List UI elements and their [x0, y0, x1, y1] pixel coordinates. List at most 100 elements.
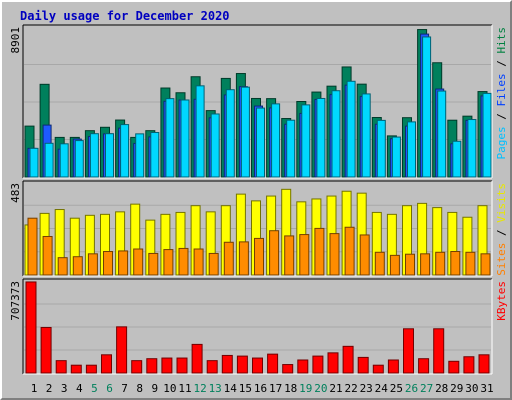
- legend-entry: /: [495, 223, 508, 243]
- bar-sites: [269, 230, 280, 276]
- series-legend: Pages / Files / Hits: [495, 27, 508, 160]
- bar-pages: [120, 124, 130, 178]
- bar-kbytes: [282, 364, 294, 374]
- bar-kbytes: [357, 356, 369, 374]
- bar-pages: [59, 143, 69, 178]
- bar-sites: [254, 237, 264, 276]
- bar-pages: [331, 90, 341, 178]
- x-tick-label: 11: [178, 382, 191, 395]
- bar-pages: [195, 85, 205, 178]
- legend-entry: /: [495, 54, 508, 74]
- bar-sites: [359, 234, 370, 276]
- bar-pages: [135, 133, 145, 178]
- bar-kbytes: [448, 360, 460, 374]
- bar-sites: [193, 248, 204, 276]
- bar-sites: [87, 253, 98, 276]
- bar-pages: [346, 80, 356, 178]
- bar-pages: [482, 92, 492, 178]
- x-tick-label: 30: [465, 382, 478, 395]
- x-tick-label: 24: [375, 382, 389, 395]
- bar-sites: [465, 251, 476, 276]
- bar-pages: [361, 93, 371, 178]
- bar-kbytes: [221, 354, 233, 374]
- bar-kbytes: [327, 352, 339, 374]
- y-max-label: 8901: [9, 27, 22, 54]
- x-tick-label: 19: [299, 382, 312, 395]
- x-tick-label: 13: [209, 382, 222, 395]
- bar-sites: [420, 253, 431, 276]
- x-tick-label: 14: [224, 382, 238, 395]
- bar-pages: [407, 121, 416, 178]
- x-tick-label: 25: [390, 382, 403, 395]
- bar-pages: [29, 147, 39, 178]
- legend-entry: /: [495, 107, 508, 127]
- bar-sites: [223, 241, 234, 276]
- legend-entry: Hits: [495, 27, 508, 54]
- x-tick-label: 9: [151, 382, 158, 395]
- x-tick-label: 2: [46, 382, 53, 395]
- bar-pages: [391, 136, 401, 178]
- bar-pages: [150, 132, 160, 178]
- x-tick-label: 7: [121, 382, 128, 395]
- bar-kbytes: [85, 364, 97, 374]
- bar-sites: [238, 241, 249, 276]
- x-tick-label: 12: [193, 382, 206, 395]
- bar-kbytes: [55, 360, 67, 374]
- x-tick-label: 6: [106, 382, 113, 395]
- y-max-label: 483: [9, 183, 22, 203]
- bar-pages: [225, 89, 235, 178]
- bar-sites: [103, 251, 113, 276]
- bar-kbytes: [116, 326, 128, 374]
- bar-pages: [316, 97, 326, 178]
- y-max-label: 707373: [9, 281, 22, 321]
- x-tick-label: 16: [254, 382, 267, 395]
- x-tick-label: 26: [405, 382, 418, 395]
- bar-kbytes: [297, 359, 309, 374]
- x-tick-label: 5: [91, 382, 98, 395]
- bar-sites: [299, 234, 310, 276]
- bar-pages: [44, 142, 54, 178]
- bar-kbytes: [478, 354, 490, 374]
- bar-kbytes: [312, 355, 324, 374]
- bar-kbytes: [40, 326, 52, 374]
- bar-pages: [437, 90, 447, 178]
- chart-title: Daily usage for December 2020: [20, 9, 230, 23]
- bar-kbytes: [433, 328, 445, 374]
- bar-pages: [165, 98, 175, 178]
- bar-sites: [314, 227, 325, 276]
- x-tick-label: 20: [314, 382, 327, 395]
- bar-sites: [72, 256, 83, 276]
- x-tick-label: 22: [344, 382, 357, 395]
- series-legend: Sites / Visits: [495, 183, 508, 276]
- x-tick-label: 23: [360, 382, 373, 395]
- bar-sites: [163, 249, 174, 276]
- bar-kbytes: [342, 345, 354, 374]
- series-legend: KBytes: [495, 281, 508, 321]
- bar-sites: [435, 251, 446, 276]
- bar-kbytes: [146, 358, 158, 374]
- bar-pages: [422, 36, 432, 178]
- bar-sites: [178, 247, 189, 276]
- bar-sites: [208, 252, 219, 276]
- x-tick-label: 28: [435, 382, 448, 395]
- bar-pages: [210, 113, 220, 178]
- bar-kbytes: [236, 355, 248, 374]
- bar-sites: [27, 217, 38, 276]
- bar-pages: [376, 119, 386, 178]
- bar-kbytes: [206, 360, 218, 374]
- bar-kbytes: [252, 357, 263, 374]
- bar-sites: [118, 250, 129, 276]
- bar-sites: [389, 254, 400, 276]
- bar-pages: [105, 133, 114, 178]
- legend-entry: Files: [495, 73, 508, 106]
- bar-sites: [133, 248, 144, 276]
- bar-pages: [240, 86, 250, 178]
- x-tick-label: 15: [239, 382, 252, 395]
- bar-pages: [452, 140, 462, 178]
- bar-sites: [480, 253, 491, 276]
- bar-kbytes: [418, 358, 430, 374]
- bar-pages: [271, 103, 281, 178]
- bar-kbytes: [176, 357, 188, 374]
- bar-sites: [42, 235, 53, 276]
